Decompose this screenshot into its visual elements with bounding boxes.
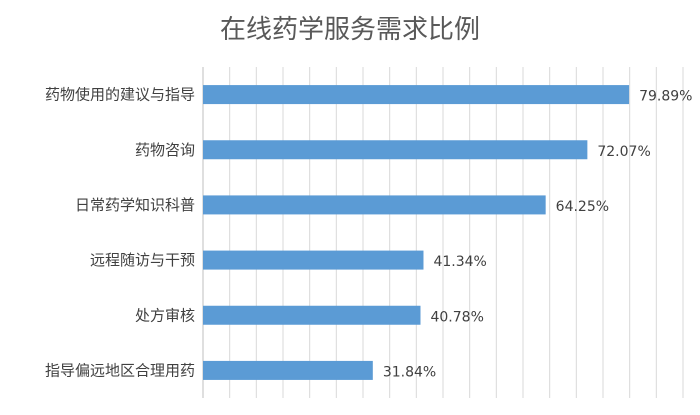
- bars: [203, 85, 630, 380]
- bar: [203, 85, 630, 105]
- bar: [203, 140, 588, 160]
- category-label: 日常药学知识科普: [75, 196, 195, 214]
- value-labels: 79.89% 72.07% 64.25% 41.34% 40.78% 31.84%: [383, 89, 693, 381]
- data-label: 31.84%: [383, 364, 436, 380]
- bar: [203, 195, 546, 215]
- bar: [203, 250, 424, 270]
- category-label: 远程随访与干预: [90, 251, 195, 269]
- data-label: 64.25%: [556, 199, 609, 215]
- category-label: 处方审核: [135, 306, 195, 324]
- category-labels: 药物使用的建议与指导药物咨询日常药学知识科普远程随访与干预处方审核指导偏远地区合…: [45, 86, 195, 380]
- bar: [203, 305, 421, 325]
- bar: [203, 360, 373, 380]
- data-label: 41.34%: [433, 254, 486, 270]
- data-label: 79.89%: [639, 89, 692, 105]
- category-label: 药物咨询: [135, 141, 195, 159]
- gridlines: [202, 67, 684, 398]
- data-label: 72.07%: [597, 144, 650, 160]
- data-label: 40.78%: [430, 309, 483, 325]
- chart-title: 在线药学服务需求比例: [220, 15, 480, 45]
- category-label: 指导偏远地区合理用药: [45, 361, 195, 379]
- category-label: 药物使用的建议与指导: [45, 86, 195, 104]
